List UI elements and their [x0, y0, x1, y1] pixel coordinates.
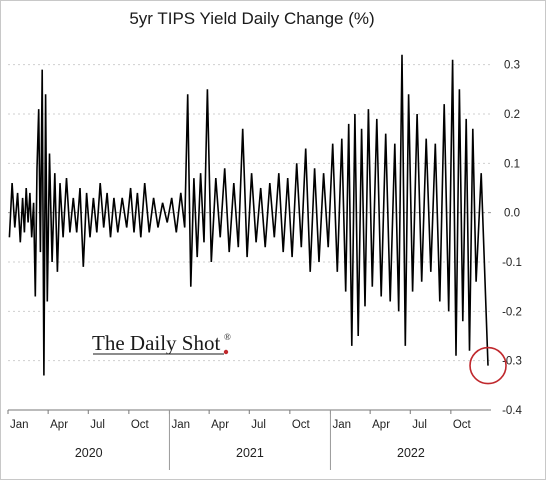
x-tick-label: Oct	[131, 419, 150, 431]
x-tick-label: Oct	[292, 419, 311, 431]
x-axis: Jan Apr Jul Oct 2020 Jan Apr Jul Oct 2021 Jan Apr Ju…	[7, 409, 491, 470]
x-tick-label: Jul	[251, 419, 266, 431]
y-tick-label: -0.1	[502, 257, 522, 269]
y-axis: 0.3 0.2 0.1 0.0 -0.1 -0.2 -0.3 -0.4	[502, 60, 522, 417]
y-tick-label: -0.2	[502, 306, 522, 318]
x-tick-label: Apr	[372, 419, 390, 431]
y-tick-label: 0.2	[504, 109, 520, 121]
annotation-circle	[469, 346, 507, 385]
chart-title: 5yr TIPS Yield Daily Change (%)	[129, 9, 374, 28]
series-line	[8, 54, 489, 376]
logo-text: The Daily Shot	[92, 331, 220, 355]
annotation	[469, 346, 507, 385]
x-year-label: 2021	[236, 446, 264, 460]
x-tick-label: Jul	[90, 419, 105, 431]
x-tick-label: Jan	[332, 419, 351, 431]
logo: The Daily Shot ®	[92, 331, 231, 355]
x-tick-label: Jul	[412, 419, 427, 431]
y-tick-label: 0.1	[504, 158, 520, 170]
x-tick-label: Jan	[171, 419, 190, 431]
x-year-label: 2020	[75, 446, 103, 460]
x-tick-label: Apr	[211, 419, 229, 431]
logo-registered-mark: ®	[224, 332, 231, 342]
x-year-label: 2022	[397, 446, 425, 460]
x-tick-label: Apr	[50, 419, 68, 431]
y-tick-label: 0.0	[504, 208, 520, 220]
y-tick-label: -0.4	[502, 405, 522, 417]
y-tick-label: 0.3	[504, 60, 520, 72]
x-tick-label: Jan	[10, 419, 29, 431]
logo-dot	[223, 349, 229, 355]
x-tick-label: Oct	[453, 419, 472, 431]
series-path	[8, 54, 489, 376]
y-tick-label: -0.3	[502, 356, 522, 368]
